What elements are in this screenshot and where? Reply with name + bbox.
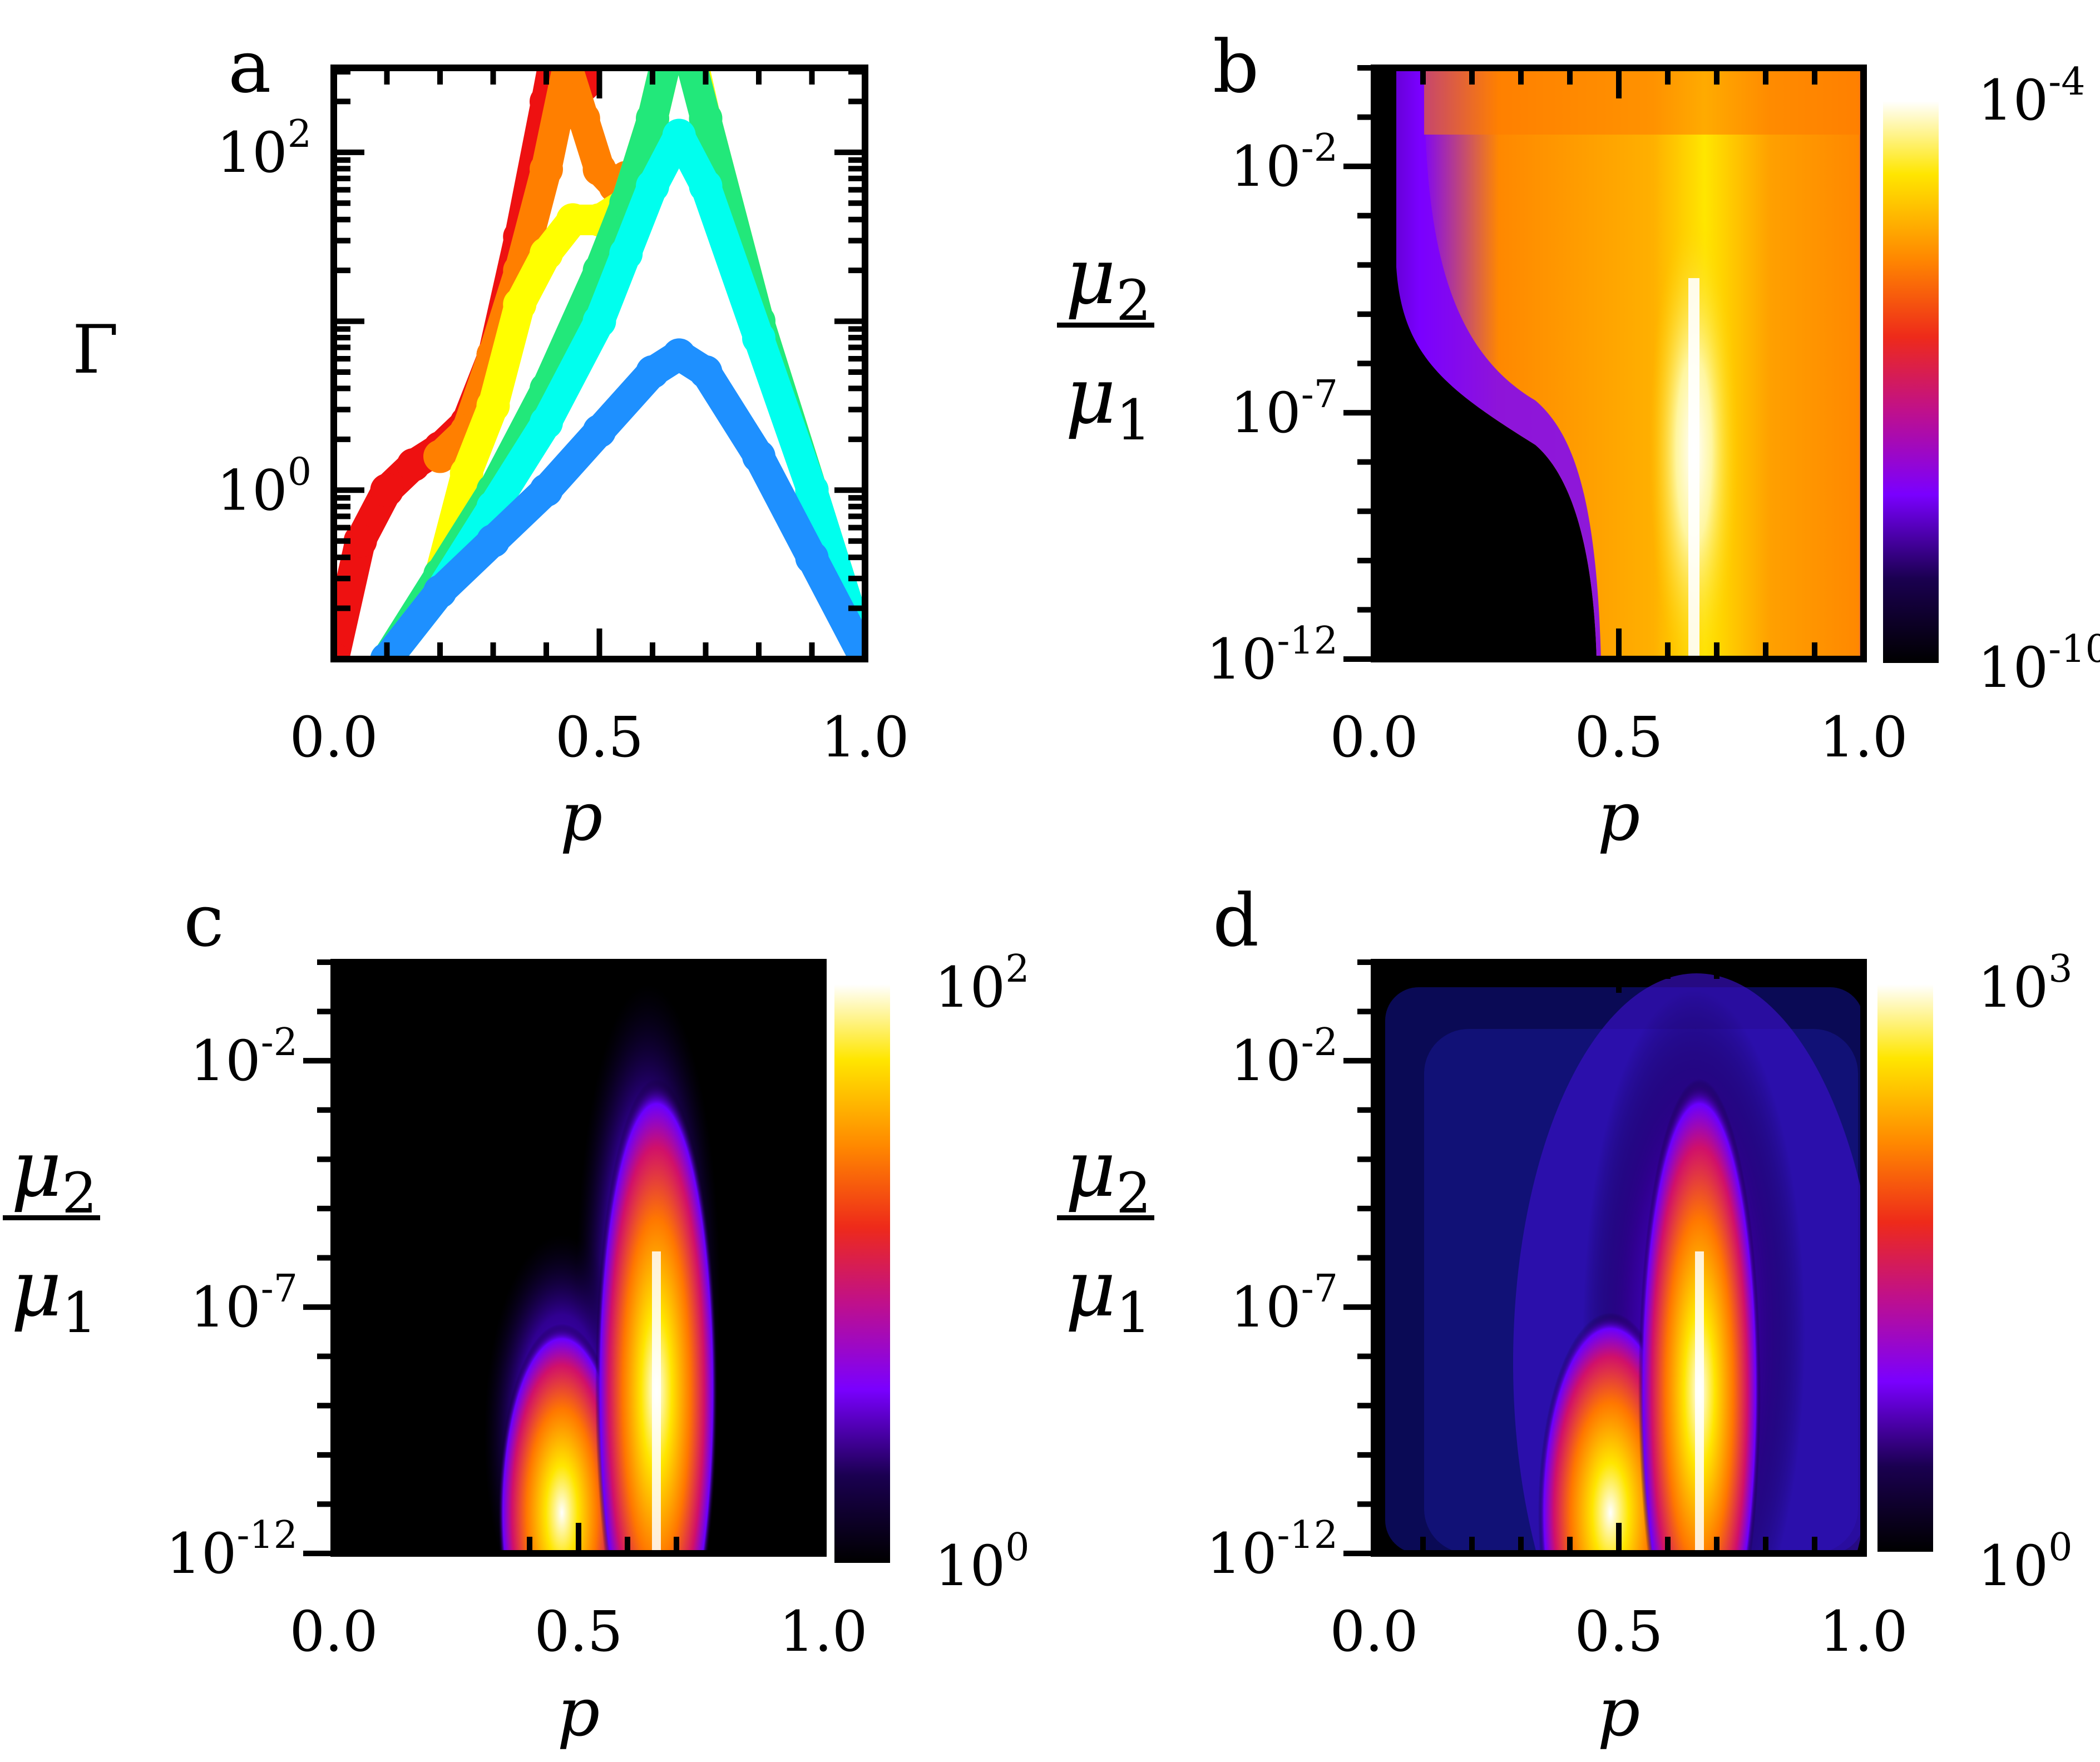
series-blue-point (689, 355, 723, 389)
panel-c-ylabel: μ2 μ1 (3, 1124, 100, 1345)
panel-b-colorbar (1883, 101, 1939, 663)
panel-b-xlabel: p (1598, 779, 1641, 856)
series-yellow-point (476, 389, 510, 423)
series-blue-point (636, 355, 669, 389)
panel-b-ylabel: μ2 μ1 (1057, 231, 1154, 453)
series-cyan-point (530, 405, 563, 439)
series-green-point (636, 102, 669, 136)
series-red-point (343, 524, 377, 558)
series-cyan-point (636, 169, 669, 203)
panel-c-ytick-label: 10-2 (190, 1021, 298, 1093)
series-blue-point (530, 473, 563, 507)
panel-a-letter: a (228, 24, 271, 109)
series-orange-point (530, 152, 563, 186)
panel-a-xtick-label: 0.0 (289, 705, 378, 770)
panel-d-xtick-label: 0.5 (1574, 1599, 1663, 1664)
svg-text:μ1: μ1 (1065, 351, 1152, 453)
series-blue-point (582, 414, 616, 448)
svg-text:μ2: μ2 (11, 1124, 97, 1226)
series-cyan-point (609, 237, 643, 271)
series-green-point (689, 102, 723, 136)
panel-a-ytick-label: 102 (216, 112, 312, 185)
series-orange-point (423, 439, 457, 473)
panel-d-ylabel: μ2 μ1 (1057, 1124, 1154, 1345)
panel-a-xtick-label: 0.5 (555, 705, 644, 770)
series-red-point (334, 642, 350, 659)
series-yellow-point (556, 203, 590, 237)
svg-text:μ1: μ1 (11, 1244, 97, 1345)
series-red-point (397, 448, 431, 482)
series-blue-point (795, 541, 829, 575)
panel-b-xtick-label: 1.0 (1819, 705, 1908, 770)
series-red-point (546, 1, 579, 34)
series-blue-point (848, 642, 865, 659)
series-yellow-point (652, 34, 685, 68)
panel-b-colorbar-max: 10-4 (1978, 60, 2086, 133)
series-yellow-point (503, 288, 537, 321)
panel-d-ytick-label: 10-12 (1206, 1513, 1338, 1586)
panel-c-ytick-label: 10-12 (166, 1513, 298, 1586)
series-blue-point (742, 439, 775, 473)
series-green-point (652, 34, 685, 68)
panel-d-xlabel: p (1598, 1674, 1641, 1751)
series-cyan-point (689, 169, 723, 203)
panel-b-ytick-label: 10-2 (1231, 126, 1338, 199)
panel-d-xtick-label: 0.0 (1330, 1599, 1418, 1664)
panel-b-ytick-label: 10-12 (1206, 619, 1338, 692)
panel-b-ytick-label: 10-7 (1231, 373, 1338, 446)
panel-c-ytick-label: 10-7 (190, 1267, 298, 1340)
panel-c-xtick-label: 1.0 (779, 1599, 867, 1664)
panel-c-colorbar (834, 984, 890, 1563)
series-blue-point (423, 575, 457, 608)
series-cyan-point (662, 118, 696, 152)
series-green-point (663, 1, 696, 34)
series-yellow-point (663, 0, 696, 17)
panel-d-letter: d (1213, 878, 1259, 963)
panel-b: b 0.0 0.5 1.0 10-12 10-7 10-2 μ2 μ1 p (1057, 24, 1939, 856)
panel-c-colorbar-max: 102 (935, 947, 1030, 1020)
series-yellow-point (449, 456, 483, 490)
panel-c-letter: c (184, 878, 224, 963)
panel-a-xlabel: p (560, 779, 603, 856)
panel-b-letter: b (1213, 24, 1259, 109)
panel-d-colorbar-max: 103 (1978, 947, 2073, 1020)
panel-b-xtick-label: 0.5 (1574, 705, 1663, 770)
panel-b-colorbar-min: 10-10 (1978, 627, 2100, 700)
panel-c-colorbar-min: 100 (935, 1526, 1030, 1598)
svg-text:μ1: μ1 (1065, 1244, 1152, 1345)
panel-a-xtick-label: 1.0 (821, 705, 909, 770)
panel-b-heatmap (1374, 68, 1864, 659)
panel-d-ytick-label: 10-7 (1231, 1267, 1338, 1340)
svg-text:μ2: μ2 (1065, 1124, 1152, 1226)
panel-c-xtick-label: 0.5 (534, 1599, 622, 1664)
panel-c-heatmap (334, 962, 823, 1553)
panel-c: c 0.0 0.5 1.0 10-12 10-7 10-2 μ2 μ1 p (3, 878, 890, 1751)
panel-b-xtick-label: 0.0 (1330, 705, 1418, 770)
series-blue-point (476, 524, 510, 558)
series-yellow-point (530, 237, 563, 271)
svg-text:μ2: μ2 (1065, 231, 1152, 333)
series-cyan-point (795, 473, 829, 507)
series-cyan-point (582, 304, 616, 338)
panel-d: d 0.0 0.5 1.0 10-12 10-7 10-2 μ2 μ1 p (1057, 878, 1933, 1751)
series-orange-point (551, 68, 585, 85)
panel-d-ytick-label: 10-2 (1231, 1021, 1338, 1093)
series-blue-point (662, 338, 696, 372)
panel-d-colorbar (1877, 984, 1933, 1552)
panel-a-ytick-label: 100 (216, 450, 312, 523)
series-orange-point (566, 102, 600, 136)
panel-d-xtick-label: 1.0 (1819, 1599, 1908, 1664)
panel-d-heatmap (1374, 962, 1864, 1553)
panel-a-ylabel: Γ (72, 311, 118, 389)
series-cyan-point (742, 321, 775, 355)
series-red-point (370, 473, 404, 507)
panel-c-xlabel: p (557, 1674, 600, 1751)
panel-a: a 0.0 0.5 1.0 100 102 Γ p (72, 0, 910, 856)
panel-c-xtick-label: 0.0 (289, 1599, 378, 1664)
panel-d-colorbar-min: 100 (1978, 1526, 2073, 1598)
